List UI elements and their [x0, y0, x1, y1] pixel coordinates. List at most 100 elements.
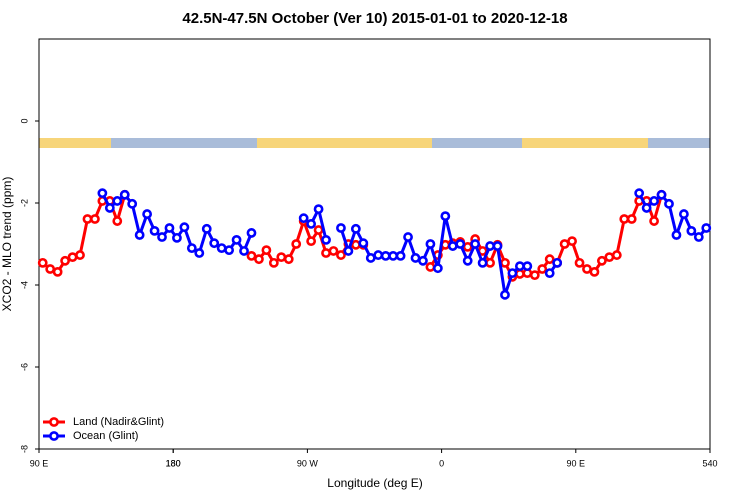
plot-frame: [38, 38, 711, 450]
data-point: [268, 257, 279, 268]
data-point: [261, 245, 272, 256]
data-point: [209, 238, 220, 249]
data-point: [336, 223, 346, 233]
chart-title: 42.5N-47.5N October (Ver 10) 2015-01-01 …: [182, 10, 567, 27]
data-point: [186, 243, 197, 253]
data-point: [380, 250, 391, 261]
data-point: [589, 266, 600, 277]
data-point: [127, 198, 138, 209]
data-point: [395, 250, 406, 261]
data-point: [462, 241, 473, 252]
data-point: [634, 188, 645, 199]
data-point: [485, 241, 495, 251]
x-tick-label: 180: [166, 458, 181, 468]
data-point: [231, 234, 242, 245]
data-point: [112, 196, 123, 206]
data-point: [500, 289, 510, 300]
data-point: [358, 238, 369, 249]
x-tick-label: 90 W: [297, 458, 319, 468]
data-point: [246, 250, 257, 261]
data-point: [276, 252, 287, 263]
data-point: [45, 264, 56, 274]
data-point: [626, 214, 637, 224]
legend-label: Ocean (Glint): [73, 430, 138, 442]
data-point: [328, 246, 339, 256]
x-tick-label: 90 E: [30, 458, 49, 468]
data-point: [649, 196, 659, 206]
data-point: [142, 209, 153, 219]
data-point: [425, 239, 436, 249]
data-point: [649, 216, 659, 226]
data-point: [119, 189, 130, 200]
data-point: [671, 230, 682, 240]
data-point: [582, 264, 592, 274]
data-point: [216, 243, 227, 253]
y-tick-label: -4: [19, 281, 29, 289]
data-point: [686, 225, 697, 236]
y-tick-label: 0: [19, 118, 29, 123]
x-tick-label: 180: [166, 458, 181, 468]
x-axis-label: Longitude (deg E): [327, 476, 422, 490]
data-point: [664, 198, 674, 209]
data-point: [254, 254, 264, 265]
data-point: [447, 241, 458, 251]
data-point: [403, 232, 413, 242]
data-point: [321, 234, 331, 245]
data-point: [283, 254, 294, 265]
land-band: [257, 138, 432, 148]
data-point: [82, 214, 93, 224]
land-band: [39, 138, 111, 148]
data-point: [701, 223, 712, 233]
data-point: [611, 250, 622, 260]
data-point: [529, 270, 540, 281]
data-point: [410, 253, 421, 263]
data-point: [425, 262, 436, 272]
data-point: [246, 228, 257, 238]
data-point: [418, 255, 428, 266]
data-point: [507, 268, 518, 279]
data-point: [574, 257, 585, 268]
data-point: [172, 232, 182, 243]
data-point: [194, 248, 205, 258]
data-point: [149, 225, 160, 236]
data-point: [306, 219, 317, 229]
data-point: [455, 239, 466, 249]
data-point: [350, 239, 361, 250]
data-point: [343, 246, 354, 256]
data-point: [559, 239, 570, 249]
data-point: [52, 266, 63, 277]
y-tick-label: -6: [19, 363, 29, 371]
data-point: [60, 255, 70, 266]
y-tick-label: -8: [19, 445, 29, 453]
data-point: [97, 188, 108, 199]
data-point: [291, 239, 302, 249]
data-point: [477, 257, 488, 268]
data-point: [164, 223, 175, 233]
data-point: [350, 223, 361, 234]
data-point: [462, 255, 473, 266]
data-point: [365, 253, 376, 263]
data-point: [90, 214, 100, 224]
data-point: [544, 268, 555, 279]
data-point: [321, 248, 331, 258]
data-point: [492, 241, 503, 251]
data-point: [157, 232, 167, 242]
data-point: [470, 239, 481, 249]
data-point: [298, 213, 309, 224]
data-point: [201, 223, 212, 234]
data-point: [537, 264, 548, 274]
land-band: [522, 138, 648, 148]
data-point: [619, 214, 630, 224]
data-point: [313, 204, 324, 215]
data-point: [544, 254, 555, 265]
data-point: [679, 209, 689, 219]
legend-marker: [49, 417, 59, 427]
data-point: [514, 261, 525, 272]
data-point: [313, 225, 324, 235]
x-tick-label: 0: [439, 458, 444, 468]
data-point: [306, 236, 317, 247]
data-point: [239, 246, 249, 256]
data-point: [373, 250, 384, 260]
